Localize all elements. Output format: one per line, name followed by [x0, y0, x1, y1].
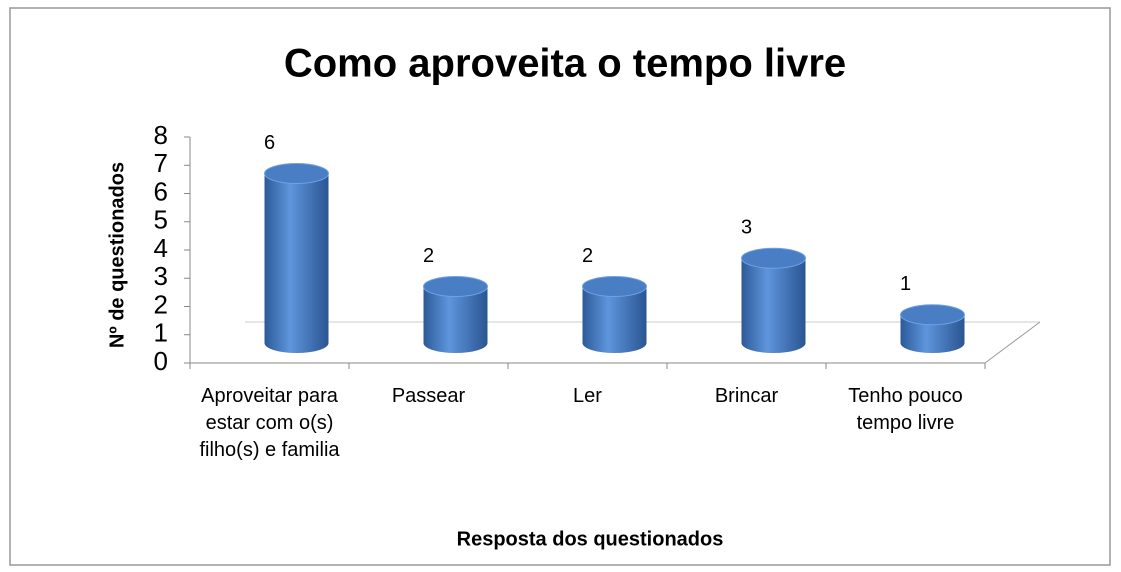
y-axis-label: Nº de questionados	[106, 162, 128, 348]
floor-side-line	[984, 321, 1041, 364]
y-tick-label: 7	[154, 148, 168, 178]
bar-top	[264, 163, 329, 184]
x-tick-label: Tenho pouco tempo livre	[848, 385, 963, 434]
bar-top	[900, 304, 965, 326]
data-label: 6	[264, 132, 275, 154]
bar-top	[741, 247, 806, 269]
x-tick-label: Brincar	[714, 385, 779, 407]
y-tick-label: 1	[154, 318, 168, 348]
y-tick-label: 6	[154, 176, 168, 206]
y-tick-label: 2	[154, 289, 168, 319]
y-tick-label: 8	[154, 120, 168, 150]
x-tick-label: Passear	[391, 385, 466, 407]
y-tick-label: 0	[154, 346, 168, 376]
y-tick-label: 3	[154, 261, 168, 291]
data-label: 1	[900, 273, 911, 295]
data-label: 2	[423, 245, 434, 267]
x-axis-label: Resposta dos questionados	[457, 528, 724, 550]
bar-body	[900, 314, 965, 353]
bar-top	[423, 276, 488, 297]
chart-frame	[9, 7, 1111, 566]
bar	[582, 276, 647, 353]
bar	[423, 276, 488, 353]
bar-body	[264, 173, 329, 353]
bar-body	[741, 258, 806, 353]
x-tick-label: Aproveitar para estar com o(s) filho(s) …	[199, 385, 340, 461]
bar	[264, 163, 329, 353]
bar	[741, 247, 806, 353]
data-label: 3	[741, 217, 752, 239]
bar-body	[582, 286, 647, 353]
x-tick-label: Ler	[573, 385, 602, 407]
y-tick-label: 4	[154, 233, 168, 263]
bar-body	[423, 286, 488, 353]
chart-title: Como aproveita o tempo livre	[284, 42, 846, 86]
bar-top	[582, 276, 647, 297]
y-tick-label: 5	[154, 205, 168, 235]
bar	[900, 304, 965, 353]
data-label: 2	[582, 245, 593, 267]
